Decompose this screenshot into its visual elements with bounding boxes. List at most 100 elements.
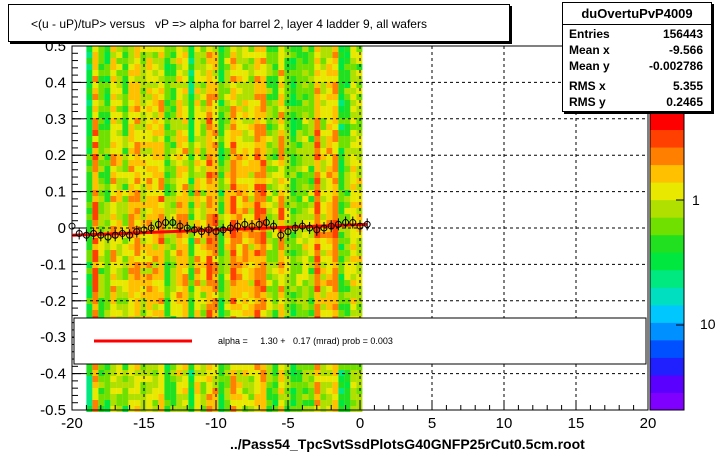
heatmap-cell <box>236 130 243 136</box>
heatmap-cell <box>146 118 153 124</box>
palette-frame <box>649 111 685 411</box>
heatmap-cell <box>236 238 243 244</box>
heatmap-cell <box>104 130 111 136</box>
heatmap-cell <box>92 124 99 130</box>
heatmap-cell <box>314 208 321 214</box>
heatmap-cell <box>158 394 165 400</box>
heatmap-cell <box>200 286 207 292</box>
heatmap-cell <box>218 52 225 58</box>
profile-point <box>349 219 357 227</box>
heatmap-cell <box>338 190 345 196</box>
heatmap-cell <box>218 268 225 274</box>
heatmap-cell <box>152 286 159 292</box>
heatmap-cell <box>242 190 249 196</box>
heatmap-cell <box>140 124 147 130</box>
heatmap-cell <box>308 214 315 220</box>
heatmap-cell <box>314 214 321 220</box>
heatmap-cell <box>164 220 171 226</box>
heatmap-cell <box>272 406 279 412</box>
y-tick-label: 0.1 <box>45 184 66 201</box>
heatmap-cell <box>338 184 345 190</box>
palette-swatch <box>650 234 684 253</box>
heatmap-cell <box>284 64 291 70</box>
heatmap-cell <box>266 166 273 172</box>
heatmap-cell <box>260 196 267 202</box>
heatmap-cell <box>314 262 321 268</box>
heatmap-cell <box>320 274 327 280</box>
heatmap-cell <box>272 208 279 214</box>
heatmap-cell <box>350 364 357 370</box>
heatmap-cell <box>134 46 141 52</box>
heatmap-cell <box>86 364 93 370</box>
heatmap-cell <box>200 220 207 226</box>
heatmap-cell <box>248 130 255 136</box>
heatmap-cell <box>296 226 303 232</box>
heatmap-cell <box>278 130 285 136</box>
heatmap-cell <box>158 400 165 406</box>
heatmap-cell <box>326 100 333 106</box>
heatmap-cell <box>152 226 159 232</box>
heatmap-cell <box>212 292 219 298</box>
heatmap-cell <box>338 292 345 298</box>
heatmap-cell <box>158 208 165 214</box>
y-tick-label: 0.2 <box>45 147 66 164</box>
heatmap-cell <box>218 112 225 118</box>
heatmap-cell <box>182 124 189 130</box>
heatmap-cell <box>170 364 177 370</box>
palette-swatch <box>650 304 684 323</box>
heatmap-cell <box>356 244 363 250</box>
heatmap-cell <box>170 82 177 88</box>
heatmap-cell <box>92 166 99 172</box>
heatmap-cell <box>164 268 171 274</box>
heatmap-cell <box>326 46 333 52</box>
heatmap-cell <box>92 298 99 304</box>
heatmap-cell <box>134 118 141 124</box>
heatmap-cell <box>134 52 141 58</box>
heatmap-cell <box>170 292 177 298</box>
heatmap-cell <box>110 94 117 100</box>
heatmap-cell <box>158 178 165 184</box>
heatmap-cell <box>326 142 333 148</box>
heatmap-cell <box>272 178 279 184</box>
heatmap-cell <box>158 370 165 376</box>
heatmap-cell <box>266 238 273 244</box>
heatmap-cell <box>182 256 189 262</box>
heatmap-cell <box>338 226 345 232</box>
heatmap-cell <box>212 142 219 148</box>
heatmap-cell <box>182 142 189 148</box>
heatmap-cell <box>338 100 345 106</box>
heatmap-cell <box>212 244 219 250</box>
heatmap-cell <box>290 262 297 268</box>
profile-point <box>176 222 184 230</box>
heatmap-cell <box>122 202 129 208</box>
heatmap-cell <box>134 184 141 190</box>
heatmap-cell <box>320 400 327 406</box>
heatmap-cell <box>134 400 141 406</box>
heatmap-cell <box>128 94 135 100</box>
heatmap-cell <box>170 160 177 166</box>
heatmap-cell <box>308 370 315 376</box>
heatmap-cell <box>230 244 237 250</box>
heatmap-cell <box>356 280 363 286</box>
heatmap-cell <box>356 166 363 172</box>
heatmap-cell <box>134 136 141 142</box>
profile-point <box>298 222 306 230</box>
heatmap-cell <box>134 292 141 298</box>
heatmap-cell <box>308 238 315 244</box>
heatmap-cell <box>86 400 93 406</box>
heatmap-cell <box>344 388 351 394</box>
heatmap-cell <box>248 208 255 214</box>
heatmap-cell <box>224 262 231 268</box>
heatmap-cell <box>158 82 165 88</box>
heatmap-cell <box>308 130 315 136</box>
heatmap-cell <box>176 370 183 376</box>
heatmap-cell <box>320 124 327 130</box>
heatmap-cell <box>242 154 249 160</box>
heatmap-cell <box>86 382 93 388</box>
heatmap-cell <box>152 82 159 88</box>
heatmap-cell <box>308 154 315 160</box>
heatmap-cell <box>164 232 171 238</box>
heatmap-cell <box>242 130 249 136</box>
heatmap-cell <box>260 400 267 406</box>
heatmap-cell <box>338 118 345 124</box>
